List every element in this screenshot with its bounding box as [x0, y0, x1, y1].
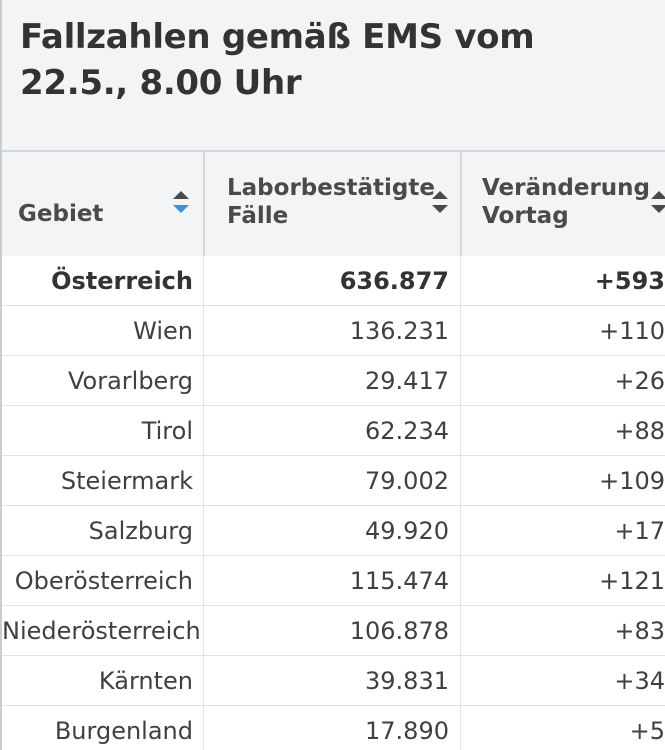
cell-veraenderung-value: +26: [614, 367, 665, 395]
cell-faelle: 79.002: [203, 456, 449, 506]
cell-veraenderung: +83: [460, 606, 665, 656]
cell-veraenderung-value: +5: [629, 717, 665, 745]
cell-veraenderung-value: +593: [594, 267, 665, 295]
cell-veraenderung: +121: [460, 556, 665, 606]
cell-veraenderung: +26: [460, 356, 665, 406]
column-header-line: Laborbestätigte Fälle: [227, 175, 435, 229]
cell-faelle-value: 115.474: [349, 567, 449, 595]
cell-faelle: 29.417: [203, 356, 449, 406]
cell-veraenderung: +88: [460, 406, 665, 456]
table-row: Wien 136.231 +110: [2, 306, 665, 356]
column-header-faelle[interactable]: Laborbestätigte Fälle: [203, 152, 460, 256]
table-row: Steiermark 79.002 +109: [2, 456, 665, 506]
cell-faelle-value: 136.231: [349, 317, 449, 345]
cell-veraenderung: +5: [460, 706, 665, 750]
cell-faelle-value: 79.002: [365, 467, 449, 495]
column-header-label: Laborbestätigte Fälle: [227, 174, 435, 230]
cell-veraenderung-value: +109: [599, 467, 665, 495]
cell-faelle-value: 106.878: [349, 617, 449, 645]
cell-veraenderung-value: +110: [599, 317, 665, 345]
table-row: Vorarlberg 29.417 +26: [2, 356, 665, 406]
cell-faelle: 39.831: [203, 656, 449, 706]
cell-gebiet: Steiermark: [60, 467, 193, 495]
table-row: Salzburg 49.920 +17: [2, 506, 665, 556]
column-header-veraenderung[interactable]: Veränderung Vortag: [460, 152, 665, 256]
cell-faelle-value: 17.890: [365, 717, 449, 745]
cell-veraenderung-value: +83: [614, 617, 665, 645]
cell-veraenderung: +593: [460, 256, 665, 306]
cell-faelle: 17.890: [203, 706, 449, 750]
cell-gebiet: Burgenland: [54, 717, 193, 745]
sort-arrows-icon[interactable]: [172, 189, 190, 215]
sort-arrows-icon[interactable]: [431, 189, 449, 215]
table-row: Niederösterreich 106.878 +83: [2, 606, 665, 656]
cell-gebiet: Vorarlberg: [67, 367, 193, 395]
cell-veraenderung: +34: [460, 656, 665, 706]
table-body: Österreich 636.877 +593 Wien 136.231 +110 Vora…: [2, 256, 665, 750]
column-header-line: Veränderung Vortag: [482, 175, 650, 229]
cell-veraenderung-value: +17: [614, 517, 665, 545]
title-area: Fallzahlen gemäß EMS vom 22.5., 8.00 Uhr: [2, 0, 665, 152]
cell-gebiet: Wien: [133, 317, 193, 345]
cell-gebiet: Salzburg: [88, 517, 193, 545]
cell-gebiet: Österreich: [51, 267, 193, 295]
cell-faelle-value: 29.417: [365, 367, 449, 395]
cell-faelle: 136.231: [203, 306, 449, 356]
cell-veraenderung: +17: [460, 506, 665, 556]
table-row: Österreich 636.877 +593: [2, 256, 665, 306]
page-title: Fallzahlen gemäß EMS vom 22.5., 8.00 Uhr: [20, 17, 535, 103]
cell-gebiet: Oberösterreich: [14, 567, 193, 595]
cell-faelle: 115.474: [203, 556, 449, 606]
cell-faelle-value: 39.831: [365, 667, 449, 695]
cell-veraenderung-value: +88: [614, 417, 665, 445]
cell-faelle: 49.920: [203, 506, 449, 556]
cell-veraenderung: +109: [460, 456, 665, 506]
cell-faelle-value: 636.877: [339, 267, 449, 295]
cell-gebiet: Kärnten: [98, 667, 193, 695]
table-header: Gebiet Laborbestätigte Fälle: [2, 152, 665, 256]
column-header-label: Gebiet: [18, 201, 104, 227]
cell-gebiet: Tirol: [141, 417, 193, 445]
cell-faelle: 106.878: [203, 606, 449, 656]
cell-faelle-value: 49.920: [365, 517, 449, 545]
cell-faelle: 62.234: [203, 406, 449, 456]
table-row: Oberösterreich 115.474 +121: [2, 556, 665, 606]
case-table: Gebiet Laborbestätigte Fälle: [2, 152, 665, 750]
cell-veraenderung: +110: [460, 306, 665, 356]
cell-veraenderung-value: +121: [599, 567, 665, 595]
table-row: Burgenland 17.890 +5: [2, 706, 665, 750]
cell-gebiet: Niederösterreich: [2, 617, 201, 645]
table-row: Tirol 62.234 +88: [2, 406, 665, 456]
column-header-label: Veränderung Vortag: [482, 174, 650, 230]
cell-faelle: 636.877: [203, 256, 449, 306]
cell-veraenderung-value: +34: [614, 667, 665, 695]
column-header-gebiet[interactable]: Gebiet: [2, 152, 203, 256]
sort-arrows-icon[interactable]: [650, 189, 665, 215]
cell-faelle-value: 62.234: [365, 417, 449, 445]
table-row: Kärnten 39.831 +34: [2, 656, 665, 706]
